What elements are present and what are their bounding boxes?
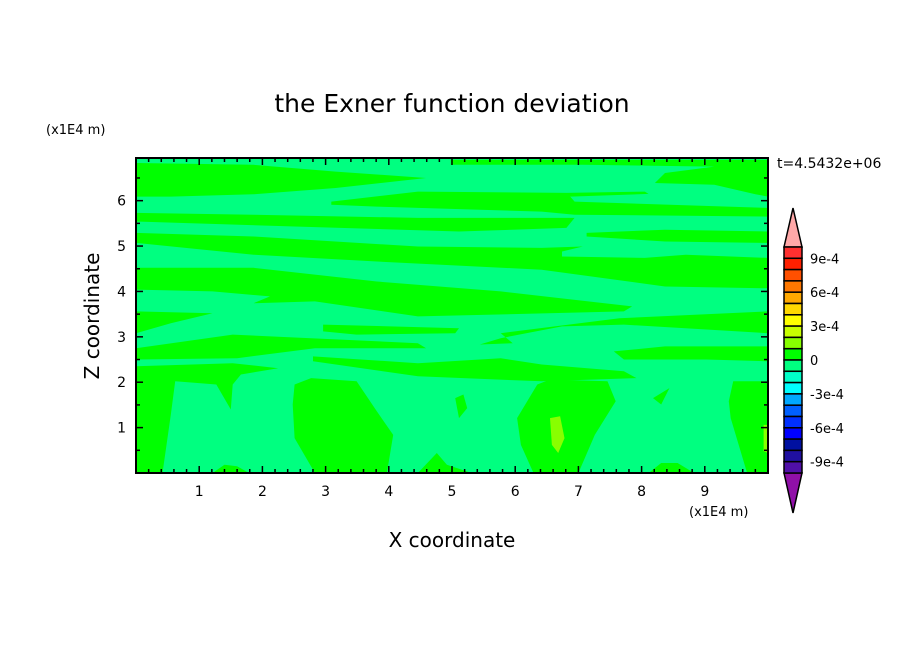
contour-region [763,424,768,453]
contour-region [136,334,427,360]
colorbar-bin [783,381,803,395]
y-tick-label: 3 [117,330,126,346]
colorbar-bin [783,404,803,418]
colorbar-bin [783,460,803,474]
contour-region [479,311,768,345]
y-axis: 1 2 3 4 5 6 [117,177,768,452]
contour-region [613,346,768,362]
colorbar: 9e-4 6e-4 3e-4 0 -3e-4 -6e-4 -9e-4 [783,207,844,514]
colorbar-label: -9e-4 [810,456,844,471]
colorbar-bin [783,449,803,463]
contour-region [136,311,213,334]
contour-region [517,379,616,473]
y-tick-label: 5 [117,239,126,255]
contour-region [136,363,279,473]
chart-title: the Exner function deviation [274,89,629,118]
contour-region [136,232,768,289]
contour-region [728,381,768,473]
x-axis: 1 2 3 4 5 6 7 8 9 [147,158,769,500]
x-tick-label: 8 [637,484,646,500]
colorbar-bin [783,257,803,271]
contour-region [292,378,394,473]
y-tick-label: 4 [117,284,126,300]
y-unit-label: (x1E4 m) [46,123,105,138]
y-tick-label: 2 [117,375,126,391]
colorbar-bin [783,347,803,361]
colorbar-over-arrow [783,207,803,248]
colorbar-bin [783,336,803,350]
colorbar-label: 6e-4 [810,286,839,301]
colorbar-label: -6e-4 [810,422,844,437]
colorbar-bin [783,427,803,440]
colorbar-bin [783,268,803,282]
contour-region [417,453,472,473]
colorbar-bin [783,393,803,406]
colorbar-label: 3e-4 [810,320,839,335]
colorbar-bin [783,314,803,327]
contour-region [648,463,695,473]
x-unit-label: (x1E4 m) [689,505,748,520]
x-tick-label: 9 [700,484,709,500]
time-annotation: t=4.5432e+06 [777,156,881,172]
contour-region [136,267,633,317]
contour-region [450,159,768,197]
colorbar-under-arrow [783,472,803,514]
x-tick-label: 4 [384,484,393,500]
colorbar-bin [783,246,803,260]
colorbar-bin [783,280,803,293]
y-tick-label: 1 [117,421,126,437]
contour-region [212,464,250,473]
y-axis-label: Z coordinate [80,253,104,380]
contour-region [323,324,459,335]
colorbar-label: 9e-4 [810,252,839,267]
x-tick-label: 1 [195,484,204,500]
colorbar-bin [783,325,803,339]
x-tick-label: 7 [574,484,583,500]
colorbar-bin [783,370,803,384]
colorbar-bin [783,415,803,429]
contour-region [331,191,768,217]
colorbar-bin [783,438,803,452]
contour-region [586,229,768,243]
x-tick-label: 5 [448,484,457,500]
x-tick-label: 3 [321,484,330,500]
x-axis-label: X coordinate [389,528,516,552]
colorbar-label: -3e-4 [810,388,844,403]
colorbar-bin [783,302,803,316]
colorbar-label: 0 [810,354,818,369]
contour-region [136,163,427,197]
y-tick-label: 6 [117,194,126,210]
contour-region [313,356,637,382]
contour-region [136,212,575,232]
plot-area [135,157,769,474]
contour-region [550,416,565,453]
contour-region [455,394,468,419]
x-tick-label: 6 [511,484,520,500]
colorbar-bin [783,291,803,305]
contour-region [653,388,670,405]
x-tick-label: 2 [258,484,267,500]
colorbar-bin [783,359,803,373]
